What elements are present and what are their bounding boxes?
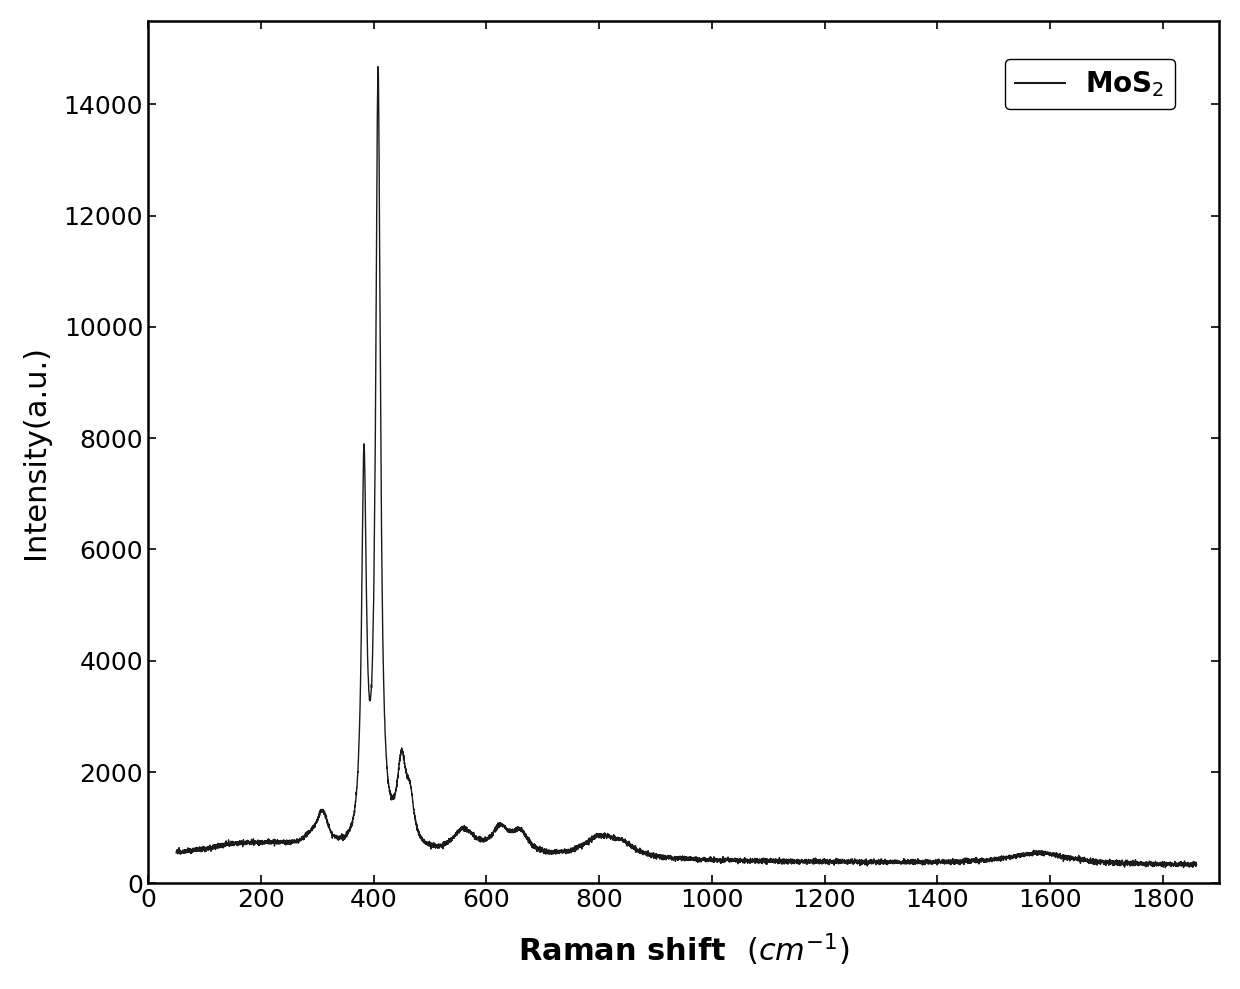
Y-axis label: Intensity(a.u.): Intensity(a.u.) [21, 345, 50, 559]
X-axis label: Raman shift  $(cm^{-1})$: Raman shift $(cm^{-1})$ [518, 932, 849, 968]
Legend: MoS$_2$: MoS$_2$ [1006, 59, 1174, 109]
